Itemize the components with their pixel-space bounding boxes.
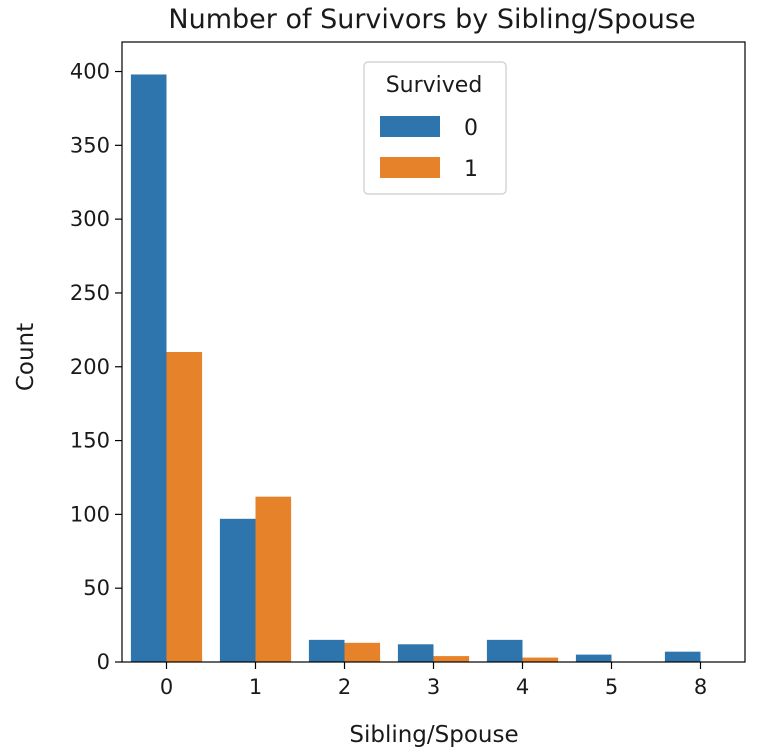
legend: Survived 01 [363, 61, 507, 195]
bar-survived-0-sibsp-4 [486, 639, 523, 662]
legend-label-1: 1 [464, 157, 478, 182]
x-tick-label: 0 [160, 675, 173, 699]
x-tick-label: 1 [249, 675, 262, 699]
bar-survived-0-sibsp-0 [130, 74, 167, 663]
y-tick-label: 100 [70, 502, 110, 526]
y-tick-label: 150 [70, 429, 110, 453]
bar-survived-1-sibsp-2 [344, 642, 381, 662]
bar-survived-0-sibsp-3 [397, 644, 434, 662]
x-tick-label: 8 [694, 675, 707, 699]
x-axis-label: Sibling/Spouse [349, 722, 518, 748]
y-tick-label: 50 [83, 576, 110, 600]
plot-frame [121, 41, 746, 663]
x-tick-label: 5 [605, 675, 618, 699]
bar-survived-1-sibsp-0 [166, 352, 203, 662]
legend-title: Survived [386, 73, 483, 98]
y-tick-label: 300 [70, 207, 110, 231]
x-axis: 0 1 2 3 4 5 8 [160, 662, 707, 699]
x-tick-label: 4 [516, 675, 529, 699]
bar-survived-1-sibsp-4 [522, 657, 559, 662]
bar-survived-0-sibsp-5 [575, 654, 612, 662]
chart-title: Number of Survivors by Sibling/Spouse [168, 4, 695, 35]
y-tick-label: 400 [70, 60, 110, 84]
legend-swatch-1 [380, 157, 440, 178]
bars [130, 74, 701, 663]
bar-survived-0-sibsp-2 [308, 639, 345, 662]
legend-entries: 01 [380, 116, 478, 182]
bar-survived-0-sibsp-1 [219, 518, 256, 662]
bar-survived-1-sibsp-3 [433, 656, 470, 662]
bar-survived-0-sibsp-8 [664, 651, 701, 662]
legend-label-0: 0 [464, 116, 478, 141]
bar-survived-1-sibsp-1 [255, 496, 292, 662]
legend-swatch-0 [380, 116, 440, 137]
y-tick-label: 0 [97, 650, 110, 674]
x-tick-label: 3 [427, 675, 440, 699]
y-tick-label: 350 [70, 133, 110, 157]
x-tick-label: 2 [338, 675, 351, 699]
y-axis: 0 50 100 150 200 250 300 350 400 [70, 60, 122, 674]
y-tick-label: 200 [70, 355, 110, 379]
y-tick-label: 250 [70, 281, 110, 305]
y-axis-label: Count [13, 323, 39, 391]
